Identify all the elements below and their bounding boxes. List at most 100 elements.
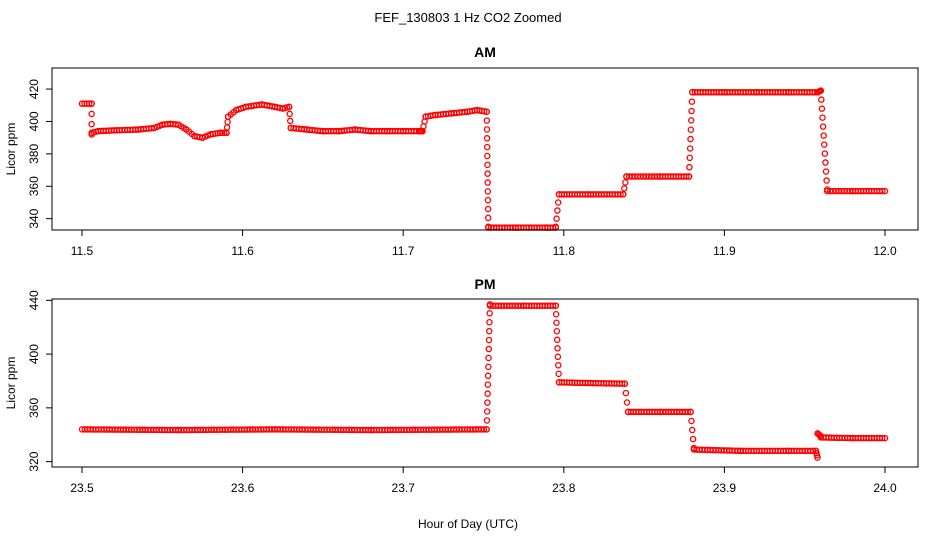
panel-title: AM <box>474 44 496 60</box>
data-point <box>480 426 488 433</box>
data-point <box>622 389 630 397</box>
data-point <box>618 380 626 387</box>
data-point <box>555 370 562 378</box>
data-point <box>881 434 889 442</box>
y-tick-label: 420 <box>27 79 41 99</box>
data-point <box>484 214 492 222</box>
x-tick-label: 23.8 <box>552 481 576 495</box>
data-point <box>484 161 491 169</box>
panel-am: AM Licor ppm 11.5 11.6 11.7 11.8 11.9 12.0 340 36… <box>4 44 919 258</box>
data-point <box>485 327 493 335</box>
chart-panels: AM Licor ppm 11.5 11.6 11.7 11.8 11.9 12.0 340 36… <box>4 44 919 495</box>
data-point <box>219 129 226 137</box>
data-point <box>481 108 488 115</box>
data-point <box>687 117 695 124</box>
data-point <box>619 191 627 198</box>
data-point <box>621 185 628 192</box>
data-points <box>78 87 889 231</box>
data-point <box>483 143 491 151</box>
data-point <box>224 118 231 126</box>
data-points <box>78 301 889 461</box>
data-point <box>483 408 491 415</box>
data-point <box>879 187 886 195</box>
x-tick-label: 12.0 <box>873 244 897 258</box>
data-point <box>484 372 492 380</box>
data-point <box>817 87 825 94</box>
x-tick-label: 23.6 <box>231 481 255 495</box>
data-point <box>286 110 293 118</box>
data-point <box>819 123 827 130</box>
y-tick-label: 380 <box>27 144 41 164</box>
x-tick-label: 11.8 <box>553 244 576 258</box>
data-point <box>818 96 825 103</box>
data-point <box>483 135 491 142</box>
y-tick-label: 400 <box>27 111 41 131</box>
data-point <box>483 117 491 124</box>
y-tick-label: 320 <box>27 451 41 471</box>
data-point <box>822 168 830 175</box>
data-point <box>484 152 491 160</box>
data-point <box>553 328 561 335</box>
data-point <box>483 126 491 133</box>
data-point <box>553 336 561 344</box>
data-point <box>486 310 493 317</box>
data-point <box>820 132 827 139</box>
data-point <box>285 103 293 111</box>
data-point <box>687 408 694 416</box>
panel-title: PM <box>475 276 496 292</box>
data-point <box>484 196 492 204</box>
data-point <box>553 319 560 326</box>
y-tick-label: 440 <box>27 290 41 310</box>
y-axis-label: Licor ppm <box>4 123 18 176</box>
data-point <box>819 114 826 121</box>
data-point <box>685 173 693 180</box>
data-point <box>485 345 493 353</box>
x-tick-label: 11.7 <box>392 244 415 258</box>
data-point <box>689 426 696 434</box>
y-tick-label: 340 <box>27 208 41 228</box>
data-point <box>88 100 95 107</box>
x-tick-label: 24.0 <box>873 481 897 495</box>
data-point <box>553 215 560 222</box>
data-point <box>821 150 829 157</box>
x-tick-label: 11.9 <box>713 244 736 258</box>
data-point <box>823 177 830 184</box>
data-point <box>484 188 492 195</box>
y-tick-label: 360 <box>27 398 41 418</box>
data-point <box>286 117 294 125</box>
data-point <box>484 390 491 397</box>
data-point <box>484 381 492 388</box>
data-point <box>484 170 491 177</box>
data-point <box>684 408 692 416</box>
x-tick-label: 23.7 <box>392 481 416 495</box>
y-tick-label: 360 <box>27 176 41 196</box>
data-point <box>687 135 694 143</box>
data-point <box>554 207 561 214</box>
plot-frame <box>51 298 919 468</box>
data-point <box>88 120 95 128</box>
data-point <box>485 354 492 362</box>
data-point <box>552 310 560 318</box>
data-point <box>554 199 562 206</box>
data-point <box>483 108 490 115</box>
figure-x-axis-label: Hour of Day (UTC) <box>418 517 518 531</box>
data-point <box>881 187 889 195</box>
data-point <box>172 121 179 128</box>
data-point <box>686 145 694 152</box>
x-tick-label: 11.5 <box>71 244 94 258</box>
data-point <box>688 417 695 425</box>
data-point <box>552 302 560 309</box>
data-point <box>483 426 490 433</box>
data-point <box>483 417 491 424</box>
plot-frame <box>51 67 919 231</box>
data-point <box>879 434 886 442</box>
data-point <box>623 399 631 406</box>
data-point <box>686 163 693 171</box>
data-point <box>485 336 493 344</box>
data-point <box>485 363 492 371</box>
data-point <box>822 159 829 166</box>
x-tick-label: 11.6 <box>231 244 254 258</box>
data-point <box>484 179 491 186</box>
data-point <box>552 223 560 231</box>
data-point <box>554 353 562 361</box>
